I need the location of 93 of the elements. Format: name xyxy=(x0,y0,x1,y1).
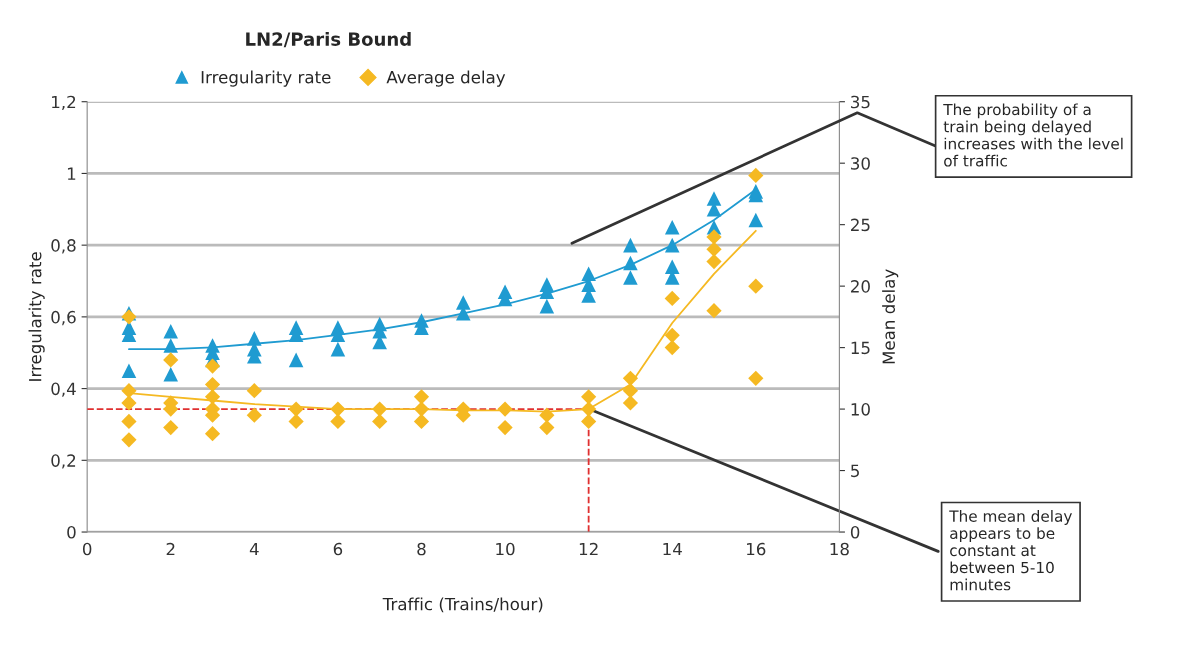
point xyxy=(748,370,764,386)
point xyxy=(204,389,221,405)
y-tick-label: 1,2 xyxy=(52,95,76,110)
y2-axis-title: Mean delay xyxy=(882,269,899,364)
point xyxy=(372,413,388,429)
point xyxy=(372,401,388,417)
point xyxy=(622,383,639,399)
x-tick-label: 12 xyxy=(579,542,598,556)
point xyxy=(748,167,764,184)
x-tick-label: 16 xyxy=(747,542,766,556)
point xyxy=(455,295,471,310)
point xyxy=(204,376,221,393)
y2-tick-label: 35 xyxy=(851,95,870,109)
x-tick-label: 4 xyxy=(249,542,259,556)
text: The mean delay appears to be constant at between 5-10 minutes xyxy=(949,510,1072,591)
y-tick-label: 0,4 xyxy=(51,382,76,397)
point xyxy=(664,340,680,356)
point xyxy=(748,212,764,228)
x-tick-label: 14 xyxy=(663,542,682,556)
x-axis-title: Traffic (Trains/hour) xyxy=(382,597,543,613)
point xyxy=(539,298,555,314)
point xyxy=(247,331,262,346)
point xyxy=(497,401,513,417)
point xyxy=(581,389,597,405)
y-tick-label: 0,8 xyxy=(51,239,76,254)
point xyxy=(330,341,346,357)
point xyxy=(539,419,555,436)
legend-label: Irregularity rate xyxy=(201,70,331,87)
point xyxy=(581,401,597,417)
point xyxy=(581,413,597,429)
point xyxy=(664,219,680,235)
point xyxy=(706,241,722,257)
y2-tick-label: 5 xyxy=(851,464,859,478)
point xyxy=(623,255,638,271)
point xyxy=(413,389,430,405)
x-tick-label: 2 xyxy=(166,542,175,556)
y2-tick-label: 15 xyxy=(851,341,870,355)
point xyxy=(581,266,596,282)
point xyxy=(539,407,555,423)
point xyxy=(623,270,638,285)
point xyxy=(288,401,304,417)
point xyxy=(163,323,179,339)
y2-tick-label: 30 xyxy=(851,157,870,170)
chart-title: LN2/Paris Bound xyxy=(246,31,411,48)
y2-tick-label: 10 xyxy=(851,403,870,416)
point xyxy=(121,395,137,411)
point xyxy=(622,395,639,411)
point xyxy=(204,426,221,442)
point xyxy=(163,352,179,368)
point xyxy=(664,327,680,343)
point xyxy=(706,191,722,206)
point xyxy=(706,253,722,270)
point xyxy=(163,419,179,436)
point xyxy=(413,413,430,429)
y2-tick-label: 0 xyxy=(850,525,860,539)
point xyxy=(748,278,764,294)
legend-label: Average delay xyxy=(386,70,506,87)
point xyxy=(121,413,137,429)
point xyxy=(413,401,430,417)
point xyxy=(121,363,137,378)
y-axis-title: Irregularity rate xyxy=(28,252,45,381)
point xyxy=(706,229,722,245)
y-tick-label: 0,6 xyxy=(51,310,76,326)
point xyxy=(622,370,639,386)
point xyxy=(163,366,179,382)
point xyxy=(664,259,680,274)
x-tick-label: 0 xyxy=(82,542,92,556)
point xyxy=(288,352,304,368)
point xyxy=(706,303,722,319)
point xyxy=(497,419,513,436)
y2-tick-label: 25 xyxy=(851,218,870,232)
point xyxy=(246,383,262,399)
x-tick-label: 18 xyxy=(830,542,849,556)
point xyxy=(121,309,137,325)
point xyxy=(288,413,304,429)
point xyxy=(204,358,221,374)
point xyxy=(121,383,137,399)
text: The probability of a train being delayed increases with the level of traffic xyxy=(943,103,1123,167)
point xyxy=(664,237,680,253)
y-tick-label: 0,2 xyxy=(51,454,76,469)
x-tick-label: 8 xyxy=(417,542,426,556)
point xyxy=(246,407,262,423)
y2-tick-label: 20 xyxy=(851,280,870,293)
x-tick-label: 6 xyxy=(333,542,343,556)
point xyxy=(664,290,680,307)
point xyxy=(330,413,346,429)
point xyxy=(163,338,179,353)
x-tick-label: 10 xyxy=(496,542,515,556)
point xyxy=(330,401,346,417)
y-tick-label: 0 xyxy=(67,525,76,539)
point xyxy=(121,432,137,448)
y-tick-label: 1 xyxy=(67,167,76,180)
point xyxy=(623,237,638,253)
